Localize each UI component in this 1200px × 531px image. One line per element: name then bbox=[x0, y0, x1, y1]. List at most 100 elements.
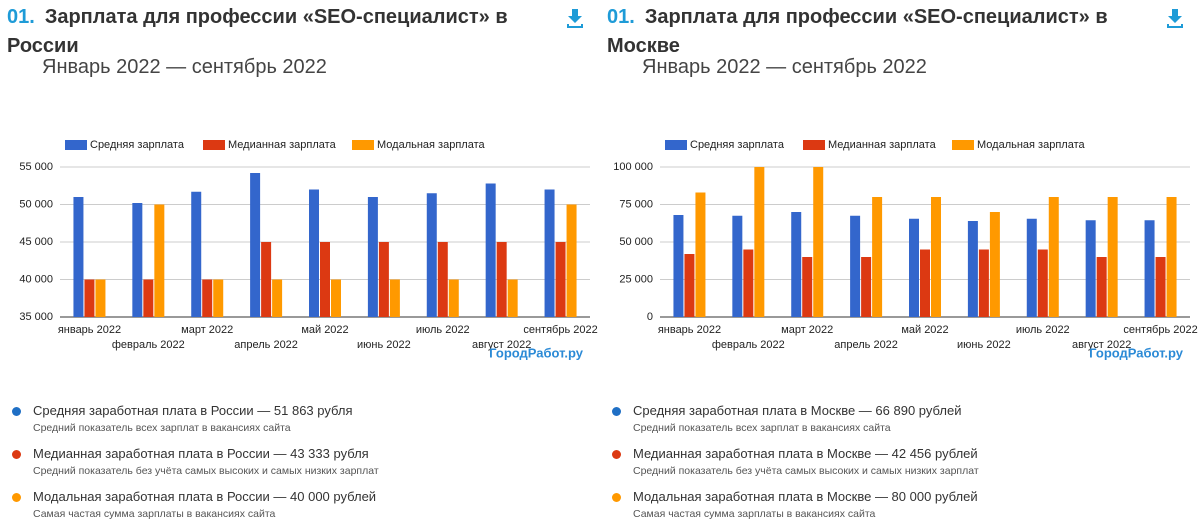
legend-label: Модальная зарплата bbox=[977, 139, 1085, 151]
bar bbox=[378, 242, 389, 317]
x-tick-label: июль 2022 bbox=[416, 324, 470, 336]
stat-title: Средняя заработная плата в Москве — 66 8… bbox=[633, 403, 962, 418]
stat-dot bbox=[12, 407, 21, 416]
legend-label: Модальная зарплата bbox=[377, 139, 485, 151]
x-tick-label: январь 2022 bbox=[658, 324, 721, 336]
watermark: ГородРабот.ру bbox=[489, 345, 584, 360]
download-icon bbox=[567, 9, 583, 28]
stat-note: Средний показатель без учёта самых высок… bbox=[33, 465, 379, 477]
bar bbox=[191, 191, 202, 317]
bar bbox=[754, 167, 765, 317]
stat-title: Медианная заработная плата в России — 43… bbox=[33, 446, 369, 461]
y-tick-label: 50 000 bbox=[619, 236, 653, 248]
bar bbox=[1166, 197, 1177, 317]
y-tick-label: 100 000 bbox=[613, 161, 653, 173]
download-button[interactable] bbox=[566, 8, 584, 28]
x-tick-label: февраль 2022 bbox=[112, 339, 185, 351]
bar bbox=[213, 279, 224, 317]
bar bbox=[872, 197, 883, 317]
bar bbox=[1144, 220, 1155, 317]
stat-dot bbox=[612, 493, 621, 502]
bar bbox=[861, 257, 872, 317]
panel: 35 000 40 000 45 000 50 000 55 000 Средняя за… bbox=[7, 3, 598, 520]
stat-dot bbox=[12, 450, 21, 459]
bar bbox=[95, 279, 106, 317]
bar bbox=[802, 257, 813, 317]
chart-subtitle: Январь 2022 — сентябрь 2022 bbox=[642, 56, 927, 78]
bar bbox=[732, 215, 743, 317]
bar bbox=[684, 254, 695, 317]
bar bbox=[920, 249, 930, 317]
bar bbox=[154, 204, 165, 317]
bar bbox=[1048, 197, 1059, 317]
bar bbox=[73, 197, 84, 317]
watermark: ГородРабот.ру bbox=[1089, 345, 1184, 360]
bar bbox=[1037, 249, 1048, 317]
bar bbox=[909, 218, 919, 317]
bar bbox=[566, 204, 577, 317]
x-tick-label: август 2022 bbox=[1072, 339, 1131, 351]
bar bbox=[989, 212, 1000, 317]
bar bbox=[1026, 218, 1037, 317]
x-tick-label: июль 2022 bbox=[1016, 324, 1070, 336]
bar bbox=[485, 183, 496, 317]
section-number: 01. bbox=[607, 6, 635, 28]
legend-swatch bbox=[665, 140, 687, 150]
x-tick-label: февраль 2022 bbox=[712, 339, 785, 351]
bar bbox=[320, 242, 330, 317]
panel: 0 25 000 50 000 75 000 100 000 Средняя зарпла… bbox=[600, 0, 1200, 531]
stat-dot bbox=[12, 493, 21, 502]
bar bbox=[437, 242, 448, 317]
chart: 0 25 000 50 000 75 000 100 000 Средняя зарпла… bbox=[613, 139, 1198, 361]
x-tick-label: август 2022 bbox=[472, 339, 531, 351]
bar bbox=[426, 193, 437, 317]
bar bbox=[544, 189, 555, 317]
bar bbox=[250, 173, 261, 317]
x-tick-label: март 2022 bbox=[781, 324, 833, 336]
bar bbox=[850, 215, 861, 317]
bar bbox=[367, 197, 378, 317]
stat-note: Средний показатель без учёта самых высок… bbox=[633, 465, 979, 477]
y-tick-label: 50 000 bbox=[19, 198, 53, 210]
bar bbox=[791, 212, 802, 317]
x-tick-label: май 2022 bbox=[301, 324, 348, 336]
legend-swatch bbox=[803, 140, 825, 150]
y-tick-label: 40 000 bbox=[19, 273, 53, 285]
y-tick-label: 45 000 bbox=[19, 236, 53, 248]
x-tick-label: апрель 2022 bbox=[834, 339, 898, 351]
bar bbox=[272, 279, 283, 317]
x-tick-label: июнь 2022 bbox=[957, 339, 1011, 351]
y-tick-label: 0 bbox=[647, 311, 653, 323]
legend-swatch bbox=[65, 140, 87, 150]
bar bbox=[813, 167, 824, 317]
x-tick-label: январь 2022 bbox=[58, 324, 121, 336]
legend-swatch bbox=[952, 140, 974, 150]
chart-title: Зарплата для профессии «SEO-специалист» … bbox=[7, 6, 508, 57]
stat-title: Медианная заработная плата в Москве — 42… bbox=[633, 446, 978, 461]
bar bbox=[496, 242, 507, 317]
y-tick-label: 25 000 bbox=[619, 273, 653, 285]
y-tick-label: 55 000 bbox=[19, 161, 53, 173]
bar bbox=[673, 215, 684, 317]
x-tick-label: март 2022 bbox=[181, 324, 233, 336]
legend-label: Средняя зарплата bbox=[690, 139, 785, 151]
stat-note: Средний показатель всех зарплат в ваканс… bbox=[633, 422, 891, 434]
header: 01. Зарплата для профессии «SEO-специалис… bbox=[7, 3, 555, 61]
bar bbox=[555, 242, 566, 317]
legend-swatch bbox=[203, 140, 225, 150]
bar bbox=[202, 279, 213, 317]
bar bbox=[448, 279, 459, 317]
stat-note: Самая частая сумма зарплаты в вакансиях … bbox=[633, 508, 876, 520]
download-button[interactable] bbox=[1166, 8, 1184, 28]
legend-label: Медианная зарплата bbox=[228, 139, 337, 151]
stat-title: Модальная заработная плата в Москве — 80… bbox=[633, 489, 978, 504]
bar bbox=[84, 279, 95, 317]
bar bbox=[1155, 257, 1166, 317]
stat-note: Средний показатель всех зарплат в ваканс… bbox=[33, 422, 291, 434]
bar bbox=[389, 279, 400, 317]
stat-title: Средняя заработная плата в России — 51 8… bbox=[33, 403, 353, 418]
y-tick-label: 75 000 bbox=[619, 198, 653, 210]
x-tick-label: июнь 2022 bbox=[357, 339, 411, 351]
legend-label: Средняя зарплата bbox=[90, 139, 185, 151]
